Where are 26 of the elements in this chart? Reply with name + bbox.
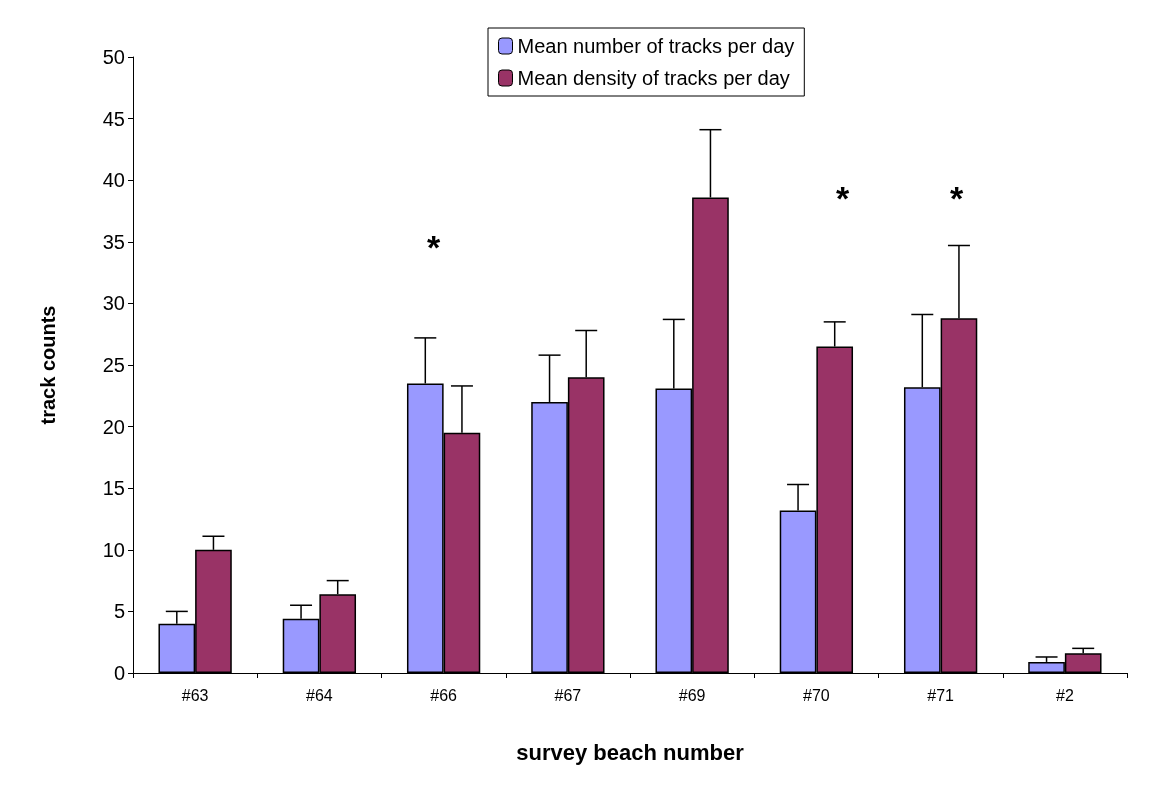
y-tick-label: 30: [102, 292, 125, 315]
x-tick-label: #2: [1055, 686, 1074, 704]
y-tick-label: 45: [102, 107, 125, 130]
y-tick-label: 0: [113, 662, 125, 684]
x-tick-label: #67: [554, 686, 582, 704]
x-tick-label: #70: [803, 686, 830, 704]
y-tick-label: 20: [102, 415, 125, 438]
x-tick-label: #64: [306, 686, 333, 704]
annotation: *: [950, 179, 964, 217]
y-tick-label: 15: [102, 477, 125, 500]
y-tick-label: 50: [102, 46, 125, 68]
y-tick-label: 35: [102, 230, 125, 253]
legend-label: Mean number of tracks per day: [517, 35, 795, 57]
x-axis-title: survey beach number: [516, 739, 745, 765]
annotation: *: [836, 179, 850, 217]
x-tick-label: #63: [181, 686, 209, 704]
x-tick-label: #66: [430, 686, 458, 704]
y-tick-label: 5: [113, 600, 125, 623]
legend-label: Mean density of tracks per day: [517, 67, 790, 89]
y-axis-title: track counts: [37, 305, 59, 425]
x-tick-label: #71: [927, 686, 955, 704]
y-tick-label: 10: [102, 538, 125, 561]
y-tick-label: 40: [102, 169, 125, 192]
x-tick-label: #69: [678, 686, 706, 704]
annotation: *: [427, 228, 441, 266]
y-tick-label: 25: [102, 354, 125, 376]
